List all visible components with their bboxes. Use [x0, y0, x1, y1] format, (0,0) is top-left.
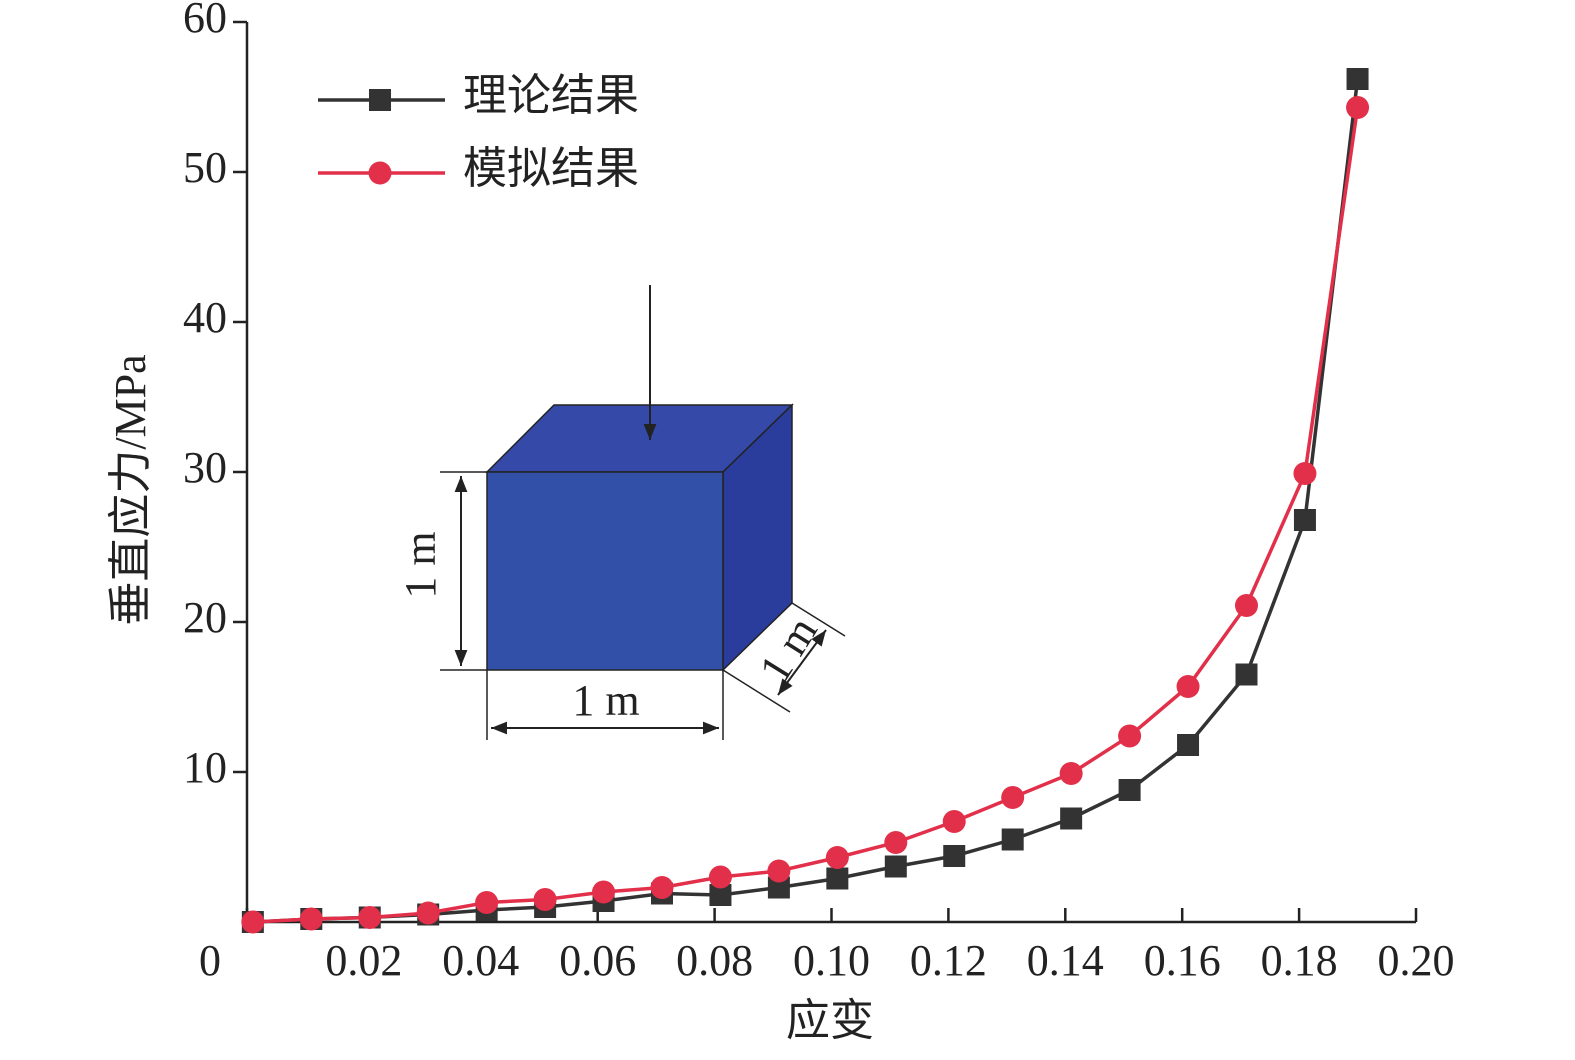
x-tick-label: 0 [199, 936, 221, 985]
x-tick-label: 0.10 [793, 936, 870, 985]
data-point [1234, 594, 1258, 617]
x-axis-label: 应变 [786, 996, 874, 1045]
data-point [475, 891, 499, 914]
y-tick-label: 40 [183, 293, 227, 342]
data-point [1176, 675, 1200, 698]
data-point [592, 880, 616, 904]
x-tick-label: 0.02 [325, 936, 402, 985]
data-point [650, 876, 674, 899]
annotation: 1 m [396, 531, 445, 598]
series-line [252, 107, 1360, 924]
data-point [299, 907, 323, 931]
y-tick-label: 50 [183, 143, 227, 192]
data-point [767, 876, 790, 899]
data-point [358, 906, 382, 929]
inset-cube: 1 m 1 m 1 m [396, 285, 846, 740]
y-tick-label: 20 [183, 593, 227, 642]
data-point [767, 859, 791, 883]
y-axis-label: 垂直应力/MPa [106, 354, 155, 625]
data-point [708, 865, 732, 889]
data-point [825, 846, 849, 869]
x-tick-label: 0.16 [1144, 936, 1221, 985]
data-point [533, 888, 557, 911]
data-point [1177, 734, 1200, 756]
x-tick-label: 0.12 [910, 936, 987, 985]
data-point [709, 884, 732, 906]
data-point [1346, 68, 1369, 90]
data-point [1293, 462, 1317, 485]
y-tick-label: 10 [183, 743, 227, 792]
data-point [1059, 762, 1083, 785]
data-point [1346, 96, 1370, 119]
data-point [943, 845, 966, 867]
data-point [1001, 828, 1024, 851]
data-point [241, 910, 265, 934]
x-tick-label: 0.14 [1027, 936, 1104, 985]
data-point [884, 831, 908, 854]
x-tick-label: 0.08 [676, 936, 753, 985]
x-tick-label: 0.18 [1261, 936, 1338, 985]
legend-label: 模拟结果 [463, 144, 639, 193]
data-point [1118, 779, 1141, 801]
data-point [1293, 509, 1316, 531]
annotation: 1 m [572, 676, 639, 725]
x-tick-label: 0.06 [559, 936, 636, 985]
legend-label: 理论结果 [463, 71, 639, 120]
y-tick-label: 60 [183, 0, 227, 42]
data-point [416, 901, 440, 925]
series-line [252, 78, 1360, 924]
data-point [884, 855, 907, 878]
data-point [826, 867, 849, 890]
legend-marker [368, 161, 392, 185]
y-tick-label: 30 [183, 443, 227, 492]
x-tick-label: 0.04 [442, 936, 519, 985]
data-point [1001, 786, 1025, 809]
data-point [1060, 807, 1083, 830]
legend-marker [369, 89, 391, 111]
data-point [942, 810, 966, 833]
x-tick-label: 0.20 [1378, 936, 1455, 985]
data-point [1235, 663, 1258, 686]
data-point [1118, 724, 1142, 748]
